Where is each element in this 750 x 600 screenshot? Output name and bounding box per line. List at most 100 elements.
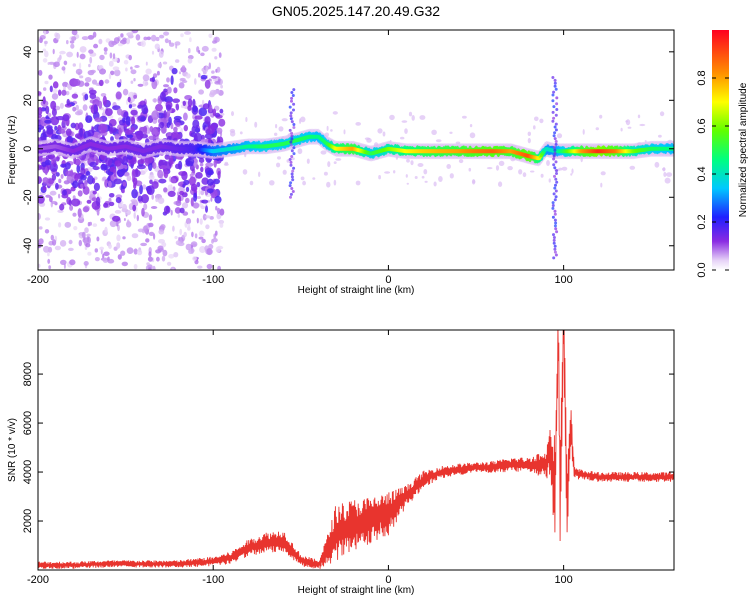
heatmap-cell: [291, 190, 295, 193]
heatmap-cell: [185, 73, 191, 79]
heatmap-cell: [147, 127, 151, 134]
heatmap-cell: [105, 108, 113, 117]
heatmap-cell: [219, 108, 224, 114]
heatmap-cell: [498, 160, 505, 166]
heatmap-cell: [143, 225, 148, 233]
heatmap-cell: [158, 178, 167, 184]
heatmap-cell: [289, 160, 293, 164]
heatmap-cell: [552, 192, 556, 196]
heatmap-cell: [117, 43, 123, 47]
heatmap-cell: [157, 112, 166, 119]
heatmap-cell: [600, 171, 606, 176]
heatmap-cell: [620, 127, 623, 132]
heatmap-cell: [48, 61, 55, 65]
heatmap-cell: [62, 81, 69, 88]
heatmap-cell: [107, 258, 115, 264]
heatmap-cell: [43, 30, 47, 37]
heatmap-cell: [495, 165, 500, 171]
heatmap-cell: [194, 115, 203, 120]
heatmap-cell: [556, 133, 563, 139]
heatmap-cell: [333, 161, 337, 165]
x-tick-label: 100: [554, 574, 572, 586]
heatmap-cell: [69, 205, 74, 211]
heatmap-cell: [72, 180, 79, 189]
heatmap-cell: [289, 111, 293, 115]
heatmap-cell: [554, 253, 558, 257]
heatmap-cell: [217, 170, 221, 180]
spectrogram-marks: [38, 30, 674, 270]
heatmap-cell: [183, 231, 187, 238]
heatmap-cell: [128, 54, 132, 61]
heatmap-cell: [175, 59, 180, 63]
heatmap-cell: [51, 159, 55, 165]
heatmap-cell: [290, 137, 294, 141]
heatmap-cell: [320, 150, 327, 155]
heatmap-cell: [595, 127, 599, 131]
heatmap-cell: [132, 177, 138, 186]
heatmap-cell: [552, 233, 555, 237]
heatmap-cell: [108, 60, 114, 67]
heatmap-cell: [292, 146, 296, 150]
heatmap-cell: [148, 251, 152, 257]
heatmap-cell: [76, 164, 81, 174]
heatmap-cell: [174, 235, 178, 240]
heatmap-cell: [114, 133, 120, 140]
heatmap-cell: [196, 196, 202, 199]
heatmap-cell: [159, 121, 165, 129]
heatmap-cell: [288, 158, 292, 161]
heatmap-cell: [167, 86, 172, 94]
heatmap-cell: [335, 158, 342, 161]
heatmap-cell: [570, 173, 573, 176]
heatmap-cell: [197, 265, 203, 269]
heatmap-cell: [290, 155, 294, 158]
heatmap-cell: [123, 218, 126, 221]
heatmap-cell: [207, 125, 215, 135]
heatmap-cell: [145, 238, 150, 243]
heatmap-cell: [220, 112, 225, 116]
heatmap-cell: [44, 217, 51, 221]
heatmap-cell: [149, 179, 153, 184]
heatmap-cell: [183, 179, 190, 186]
heatmap-cell: [133, 94, 138, 99]
heatmap-cell: [292, 123, 296, 126]
heatmap-cell: [42, 186, 47, 191]
heatmap-cell: [72, 212, 77, 217]
heatmap-cell: [530, 170, 535, 173]
heatmap-cell: [108, 180, 112, 188]
heatmap-cell: [553, 244, 557, 248]
heatmap-cell: [290, 120, 294, 124]
heatmap-cell: [291, 169, 295, 173]
heatmap-cell: [200, 189, 205, 196]
heatmap-cell: [38, 238, 44, 245]
heatmap-cell: [281, 118, 288, 122]
heatmap-cell: [50, 234, 54, 241]
heatmap-cell: [290, 172, 294, 176]
x-tick-label: -200: [27, 274, 49, 286]
heatmap-cell: [389, 114, 395, 121]
heatmap-cell: [172, 225, 175, 232]
heatmap-cell: [45, 155, 50, 161]
heatmap-cell: [136, 214, 139, 222]
heatmap-cell: [534, 116, 539, 122]
heatmap-cell: [206, 248, 213, 256]
heatmap-cell: [140, 116, 146, 122]
heatmap-cell: [81, 36, 89, 41]
heatmap-cell: [175, 43, 178, 49]
heatmap-cell: [165, 104, 172, 111]
heatmap-cell: [133, 263, 138, 270]
heatmap-cell: [148, 174, 155, 181]
snr-series-line: [38, 330, 674, 569]
heatmap-cell: [130, 199, 138, 203]
snr-panel: -200 -100 0 100 2000 4000 6000 8000 Height of …: [7, 329, 675, 596]
heatmap-cell: [163, 169, 169, 179]
heatmap-cell: [70, 122, 77, 129]
heatmap-cell: [83, 261, 89, 266]
heatmap-cell: [290, 96, 294, 100]
heatmap-cell: [131, 168, 136, 179]
heatmap-cell: [45, 105, 50, 115]
heatmap-cell: [141, 104, 148, 115]
heatmap-cell: [164, 38, 169, 44]
heatmap-cell: [100, 163, 108, 171]
heatmap-cell: [163, 187, 168, 193]
heatmap-cell: [423, 169, 428, 175]
